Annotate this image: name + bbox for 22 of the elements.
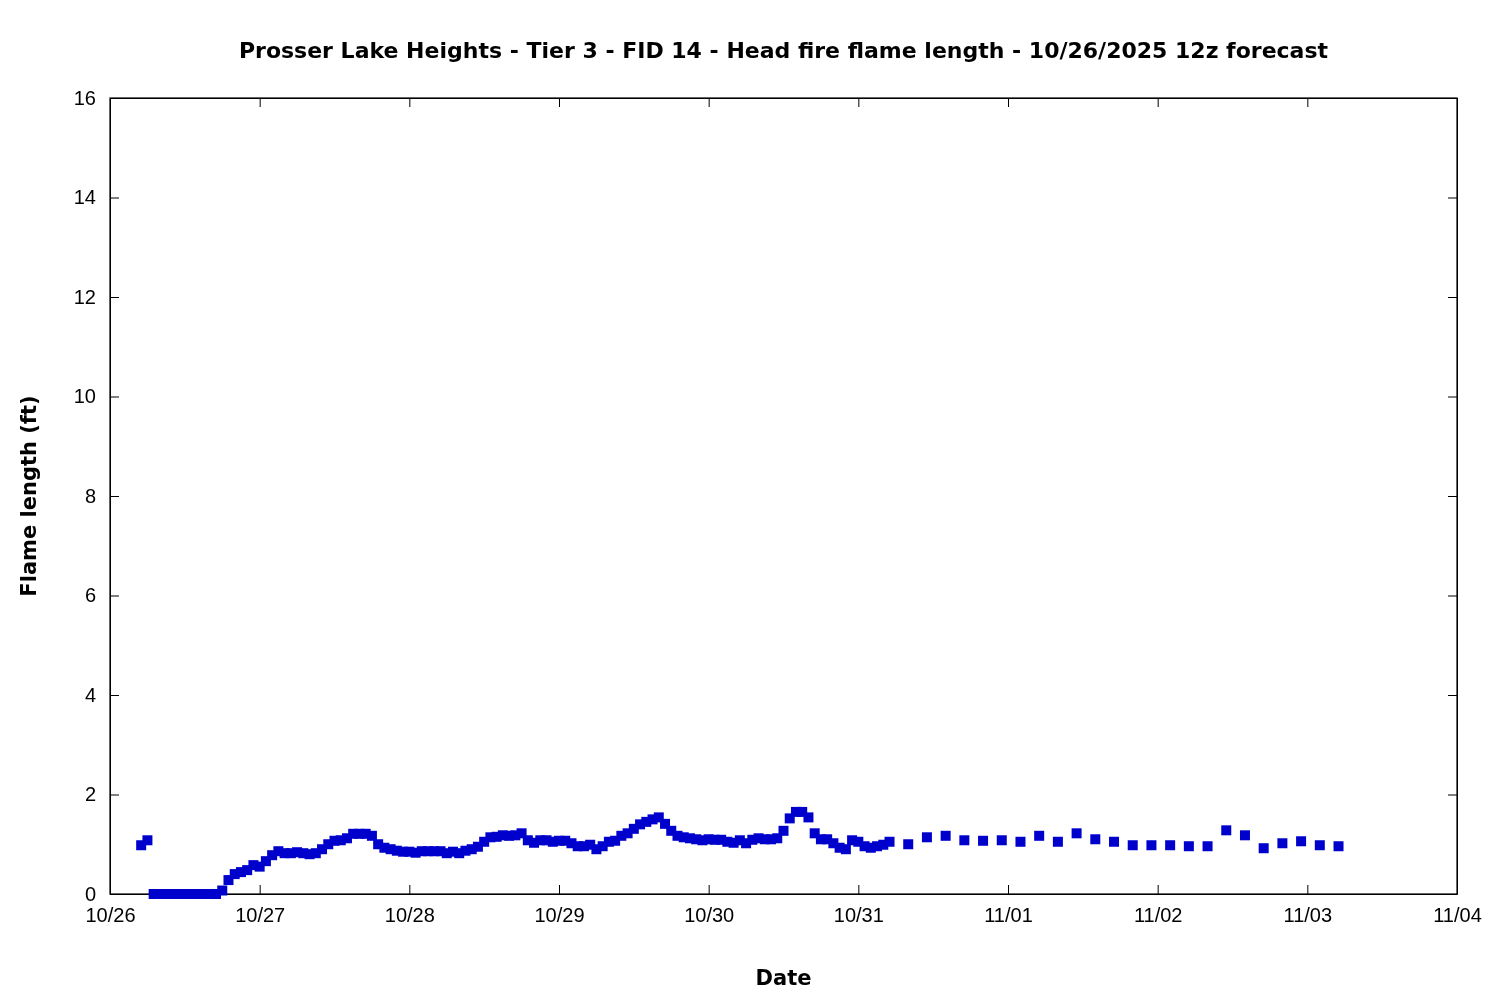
x-tick-label: 10/27 — [235, 904, 286, 927]
x-tick-label: 10/31 — [833, 904, 884, 927]
y-axis-title: Flame length (ft) — [17, 395, 41, 597]
y-tick-label: 6 — [84, 584, 96, 607]
x-tick-label: 11/01 — [984, 904, 1033, 927]
x-axis-title: Date — [755, 966, 812, 990]
x-tick-label: 10/28 — [384, 904, 435, 927]
x-tick-label: 11/04 — [1433, 904, 1482, 927]
x-tick-label: 11/02 — [1133, 904, 1183, 927]
y-tick-label: 8 — [84, 484, 96, 507]
y-tick-label: 0 — [84, 882, 96, 905]
y-tick-label: 14 — [73, 186, 96, 209]
y-tick-label: 10 — [73, 385, 96, 408]
x-tick-label: 10/30 — [684, 904, 735, 927]
chart-title: Prosser Lake Heights - Tier 3 - FID 14 - Head fire flame length - 10/26/2025 12z forecast — [238, 38, 1329, 63]
y-tick-label: 4 — [84, 683, 96, 706]
y-tick-label: 2 — [84, 783, 96, 806]
x-tick-label: 10/29 — [534, 904, 585, 927]
y-tick-label: 16 — [73, 86, 96, 109]
x-tick-label: 10/26 — [85, 904, 136, 927]
y-tick-label: 12 — [73, 285, 96, 308]
x-tick-label: 11/03 — [1283, 904, 1333, 927]
